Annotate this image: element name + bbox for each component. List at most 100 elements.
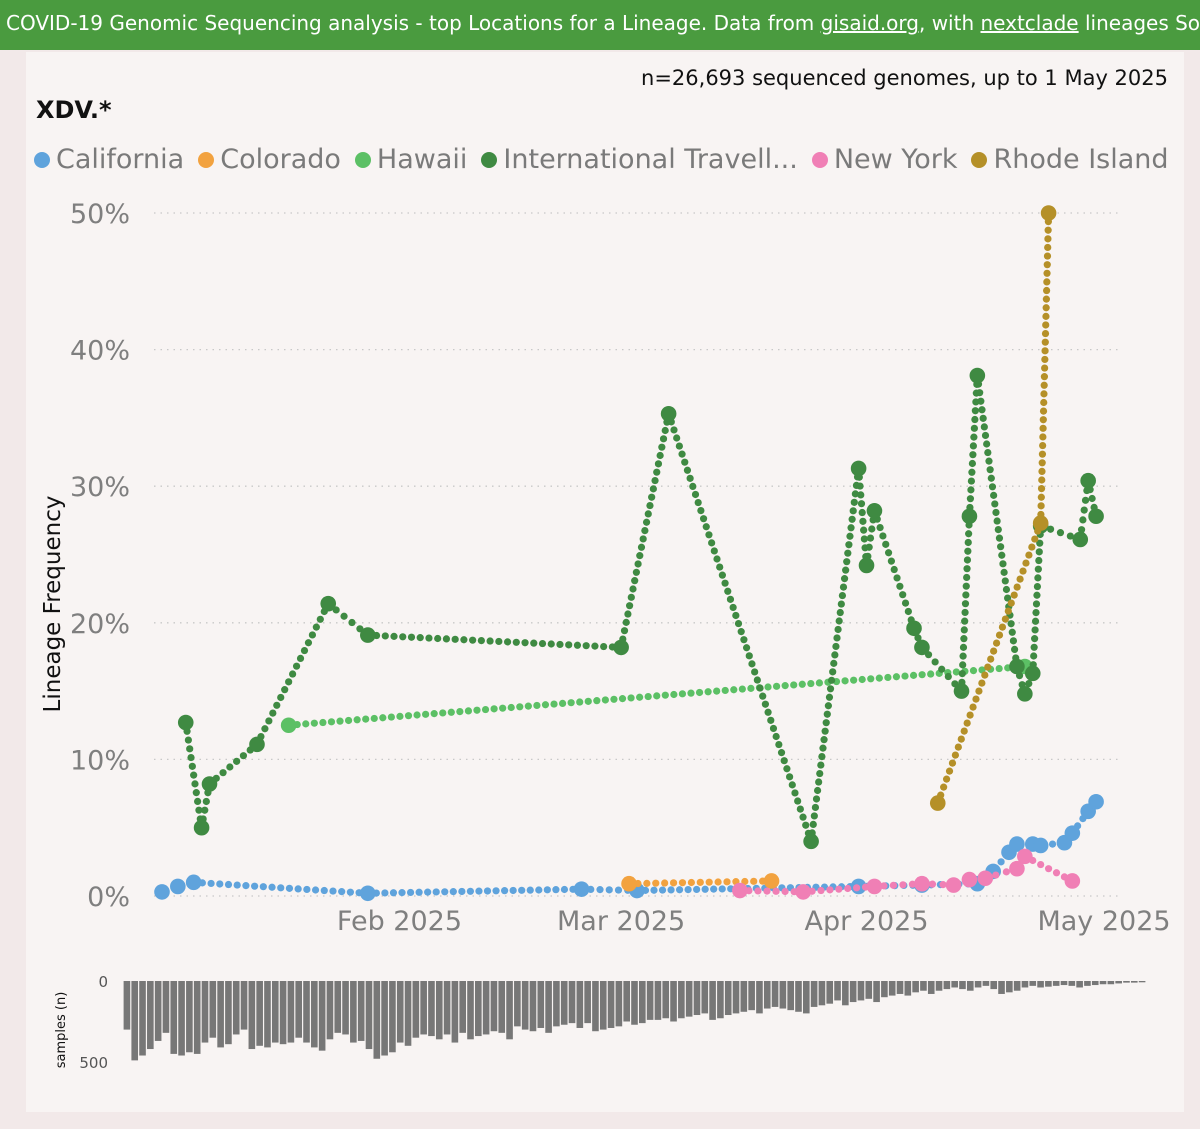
samples-bar [685, 981, 693, 1017]
data-point-new-york[interactable] [866, 878, 883, 895]
series-dot [552, 886, 560, 894]
samples-bar [1091, 981, 1099, 986]
series-dot [300, 646, 309, 655]
series-dot [788, 781, 796, 789]
series-dot [821, 727, 829, 735]
gisaid-link[interactable]: gisaid.org [820, 11, 919, 35]
series-dot [853, 884, 861, 892]
data-point-international-travell[interactable] [1009, 658, 1025, 675]
series-dot [1043, 261, 1051, 269]
data-point-california[interactable] [170, 878, 186, 895]
x-tick-label: May 2025 [1037, 906, 1170, 937]
data-point-california[interactable] [1088, 793, 1104, 810]
series-dot [901, 599, 910, 607]
data-point-international-travell[interactable] [906, 620, 922, 637]
series-dot [584, 697, 592, 705]
data-point-california[interactable] [573, 881, 590, 897]
data-point-international-travell[interactable] [1088, 508, 1104, 525]
data-point-california[interactable] [360, 885, 376, 902]
series-dot [661, 879, 669, 887]
legend-item-california[interactable]: California [34, 144, 184, 175]
data-point-colorado[interactable] [763, 873, 780, 889]
data-point-new-york[interactable] [795, 884, 811, 900]
data-point-new-york[interactable] [1064, 873, 1081, 889]
data-point-international-travell[interactable] [858, 557, 875, 574]
legend-item-international-travell[interactable]: International Travell... [481, 144, 798, 175]
data-point-international-travell[interactable] [803, 833, 819, 850]
nextclade-link[interactable]: nextclade [980, 11, 1079, 35]
data-point-international-travell[interactable] [961, 508, 978, 525]
series-dot [338, 888, 346, 896]
data-point-international-travell[interactable] [953, 683, 970, 699]
data-point-international-travell[interactable] [613, 639, 629, 656]
data-point-international-travell[interactable] [866, 502, 883, 519]
data-point-new-york[interactable] [1017, 848, 1033, 865]
data-point-california[interactable] [185, 874, 202, 891]
series-dot [327, 718, 336, 726]
data-point-international-travell[interactable] [850, 460, 867, 477]
data-point-international-travell[interactable] [1080, 472, 1096, 489]
data-point-international-travell[interactable] [914, 639, 930, 656]
samples-bar [498, 981, 506, 1033]
data-point-new-york[interactable] [961, 871, 978, 888]
data-point-rhode-island[interactable] [1032, 515, 1049, 531]
series-dot [962, 591, 970, 599]
data-point-international-travell[interactable] [1072, 531, 1089, 548]
series-dot [634, 560, 642, 568]
legend-item-colorado[interactable]: Colorado [198, 144, 341, 175]
data-point-hawaii[interactable] [280, 717, 297, 734]
data-point-rhode-island[interactable] [1040, 205, 1057, 221]
samples-bar [709, 981, 716, 1020]
series-dot [195, 806, 203, 814]
series-dot [1004, 607, 1012, 615]
series-dot [285, 678, 293, 686]
data-point-new-york[interactable] [945, 877, 962, 893]
series-dot [1052, 869, 1061, 877]
data-point-international-travell[interactable] [969, 367, 986, 384]
series-dot [1025, 551, 1033, 559]
series-dot [899, 591, 907, 599]
series-dot [242, 882, 250, 890]
data-point-international-travell[interactable] [1017, 686, 1033, 702]
series-dot [938, 665, 946, 673]
series-dot [670, 690, 678, 699]
data-point-international-travell[interactable] [360, 627, 376, 643]
series-dot [724, 587, 732, 595]
data-point-california[interactable] [1032, 837, 1049, 854]
series-dot [1039, 441, 1047, 450]
series-dot [769, 724, 778, 733]
series-dot [648, 493, 656, 501]
series-dot [710, 885, 718, 893]
data-point-new-york[interactable] [914, 875, 930, 892]
data-point-california[interactable] [1009, 836, 1025, 852]
series-dot [1041, 347, 1049, 355]
data-point-california[interactable] [1064, 825, 1081, 841]
series-dot [963, 719, 971, 727]
series-dot [303, 885, 311, 894]
data-point-international-travell[interactable] [1024, 665, 1041, 682]
data-point-colorado[interactable] [621, 875, 637, 892]
samples-bar [717, 981, 724, 1019]
data-point-new-york[interactable] [732, 882, 748, 899]
data-point-international-travell[interactable] [249, 736, 265, 753]
data-point-new-york[interactable] [1009, 860, 1025, 877]
series-dot [653, 692, 661, 700]
data-point-international-travell[interactable] [201, 776, 218, 792]
series-dot [816, 769, 824, 778]
series-dot [1040, 381, 1048, 389]
data-point-international-travell[interactable] [193, 819, 210, 836]
data-point-international-travell[interactable] [177, 714, 194, 731]
samples-bar [631, 981, 638, 1025]
data-point-international-travell[interactable] [320, 595, 337, 612]
data-point-rhode-island[interactable] [929, 795, 946, 811]
series-dot [884, 673, 892, 682]
legend-item-hawaii[interactable]: Hawaii [354, 144, 467, 175]
data-point-california[interactable] [154, 884, 170, 900]
data-point-new-york[interactable] [977, 870, 994, 887]
series-dot [851, 490, 859, 498]
data-point-international-travell[interactable] [660, 406, 677, 422]
legend-item-rhode-island[interactable]: Rhode Island [971, 144, 1169, 175]
series-dot [490, 705, 498, 713]
series-dot [860, 526, 868, 534]
legend-item-new-york[interactable]: New York [811, 144, 957, 175]
